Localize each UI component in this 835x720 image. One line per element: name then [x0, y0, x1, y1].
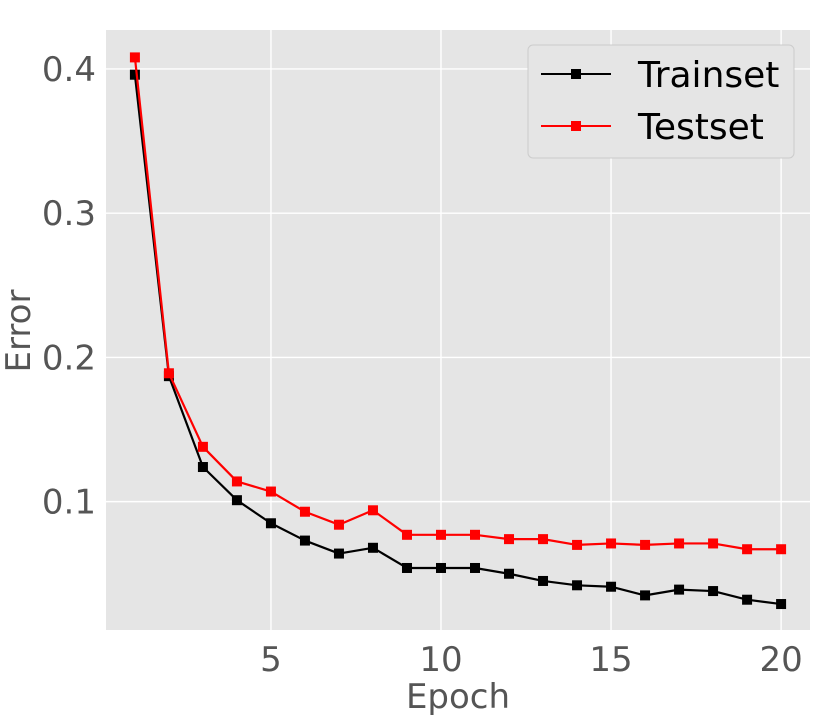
- y-axis-label: Error: [0, 290, 39, 373]
- data-point-trainset: [776, 599, 787, 610]
- data-point-trainset: [231, 495, 242, 506]
- data-point-testset: [674, 538, 685, 549]
- data-point-testset: [435, 529, 446, 540]
- x-tick-label: 20: [759, 640, 802, 680]
- data-point-testset: [708, 538, 719, 549]
- x-axis-label: Epoch: [406, 677, 510, 717]
- legend-trainset-marker: [571, 69, 581, 79]
- data-point-trainset: [129, 69, 140, 80]
- data-point-trainset: [640, 590, 651, 601]
- data-point-trainset: [435, 562, 446, 573]
- data-point-trainset: [265, 518, 276, 529]
- data-point-testset: [333, 519, 344, 530]
- data-point-trainset: [742, 594, 753, 605]
- legend-trainset-label: Trainset: [637, 55, 779, 96]
- y-tick-label: 0.4: [42, 50, 96, 90]
- data-point-testset: [504, 534, 515, 545]
- data-point-testset: [231, 476, 242, 487]
- x-tick-label: 10: [419, 640, 462, 680]
- series-layer: [129, 52, 787, 610]
- x-tick-label: 15: [589, 640, 632, 680]
- data-point-testset: [401, 529, 412, 540]
- data-point-testset: [742, 544, 753, 555]
- data-point-testset: [163, 368, 174, 379]
- data-point-trainset: [572, 580, 583, 591]
- y-tick-label: 0.1: [42, 483, 96, 523]
- data-point-trainset: [333, 548, 344, 559]
- data-point-testset: [299, 506, 310, 517]
- data-point-trainset: [367, 542, 378, 553]
- data-point-trainset: [708, 586, 719, 597]
- data-point-testset: [538, 534, 549, 545]
- data-point-testset: [776, 544, 787, 555]
- data-point-testset: [606, 538, 617, 549]
- y-tick-label: 0.2: [42, 338, 96, 378]
- x-tick-label: 5: [260, 640, 282, 680]
- data-point-trainset: [401, 562, 412, 573]
- data-point-testset: [470, 529, 481, 540]
- data-point-testset: [640, 539, 651, 550]
- series-line-trainset: [133, 74, 782, 606]
- y-tick-label: 0.3: [42, 194, 96, 234]
- data-point-testset: [197, 441, 208, 452]
- data-point-testset: [129, 52, 140, 63]
- data-point-trainset: [470, 562, 481, 573]
- data-point-testset: [265, 486, 276, 497]
- data-point-trainset: [674, 584, 685, 595]
- data-point-trainset: [299, 535, 310, 546]
- data-point-trainset: [606, 581, 617, 592]
- data-point-testset: [367, 505, 378, 516]
- legend: Trainset Testset: [527, 44, 795, 159]
- legend-testset-label: Testset: [637, 107, 764, 148]
- legend-testset-marker: [571, 121, 581, 131]
- series-line-testset: [133, 57, 782, 551]
- data-point-trainset: [538, 575, 549, 586]
- data-point-trainset: [197, 462, 208, 473]
- series-testset: [129, 52, 787, 555]
- data-point-trainset: [504, 568, 515, 579]
- data-point-testset: [572, 539, 583, 550]
- tick-labels: 5 10 15 20 0.1 0.2 0.3 0.4: [42, 50, 803, 680]
